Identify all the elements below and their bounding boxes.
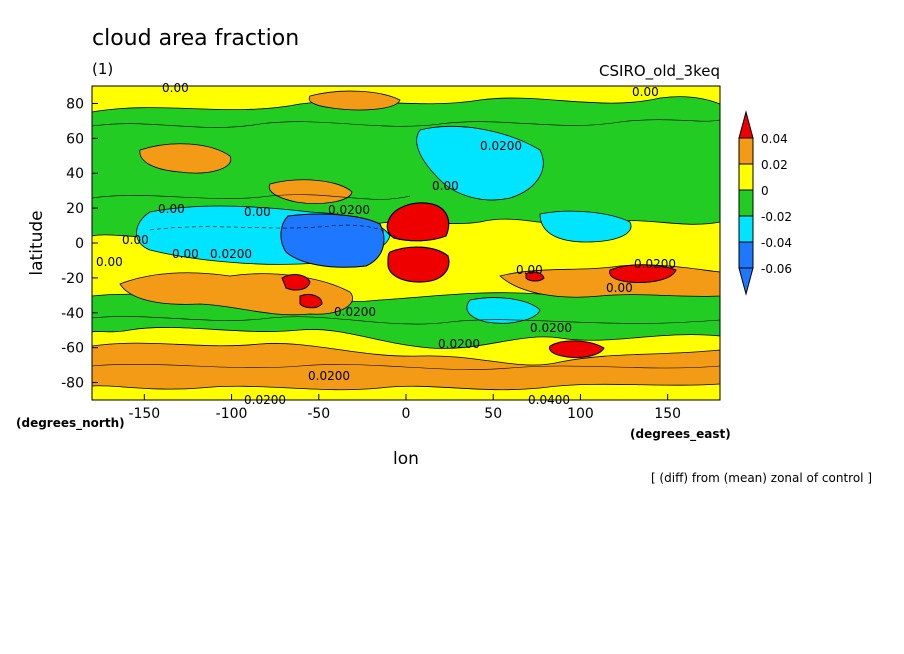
y-tick-label: 60 xyxy=(66,131,84,147)
contour-line-3 xyxy=(92,316,720,325)
y-tick-label: -60 xyxy=(61,341,84,357)
x-axis-ticks: -150 -100 -50 0 50 100 150 xyxy=(128,394,681,422)
contour-label: 0.00 xyxy=(632,85,659,99)
region-red-southwest xyxy=(281,274,311,291)
region-orange-north-1 xyxy=(139,143,232,174)
region-red-small xyxy=(525,271,545,282)
contour-label: 0.0200 xyxy=(438,337,480,351)
contour-label: 0.00 xyxy=(432,179,459,193)
contour-label: 0.0200 xyxy=(244,393,286,407)
chart-subtitle: (1) xyxy=(92,60,113,78)
contour-label: 0.0200 xyxy=(308,369,350,383)
contour-label: 0.0200 xyxy=(530,321,572,335)
y-axis-ticks: 80 60 40 20 0 -20 -40 -60 -80 xyxy=(61,96,98,392)
y-tick-label: 80 xyxy=(66,96,84,112)
chart-title: cloud area fraction xyxy=(92,26,299,51)
y-tick-label: -20 xyxy=(61,271,84,287)
contour-label: 0.00 xyxy=(606,281,633,295)
contour-line-2 xyxy=(92,194,411,200)
colorbar-label: 0 xyxy=(761,184,769,198)
contour-label: 0.0200 xyxy=(334,305,376,319)
y-axis-label: latitude xyxy=(27,210,47,275)
colorbar-label: -0.06 xyxy=(761,262,792,276)
colorbar-label: 0.02 xyxy=(761,158,788,172)
region-red-north-center xyxy=(386,202,450,242)
y-tick-label: -40 xyxy=(61,306,84,322)
contour-label: 0.00 xyxy=(244,205,271,219)
contour-label: 0.0200 xyxy=(328,203,370,217)
contour-labels: 0.00 0.00 0.00 0.00 0.00 0.00 0.00 0.00 0.00 0.00… xyxy=(96,81,676,407)
y-tick-label: -80 xyxy=(61,376,84,392)
contour-label: 0.0200 xyxy=(634,257,676,271)
colorbar-label: 0.04 xyxy=(761,132,788,146)
y-tick-label: 40 xyxy=(66,166,84,182)
region-red-east xyxy=(609,264,677,283)
region-orange-south xyxy=(92,342,720,391)
x-tick-label: 100 xyxy=(567,406,594,422)
x-tick-label: -100 xyxy=(216,406,248,422)
colorbar-band xyxy=(738,215,754,243)
region-cyan-north xyxy=(416,125,544,201)
colorbar-label: -0.02 xyxy=(761,210,792,224)
plot-area xyxy=(92,86,720,400)
contour-line-1 xyxy=(92,119,720,128)
model-label: CSIRO_old_3keq xyxy=(599,62,720,81)
contour-label: 0.0200 xyxy=(480,139,522,153)
contour-line-5 xyxy=(92,363,720,370)
x-axis-label: lon xyxy=(393,449,419,469)
x-tick-label: 50 xyxy=(484,406,502,422)
contour-label: 0.00 xyxy=(158,202,185,216)
colorbar-overflow-bottom xyxy=(738,267,754,296)
footer-note: [ (diff) from (mean) zonal of control ] xyxy=(651,471,872,485)
colorbar-label: -0.04 xyxy=(761,236,792,250)
x-tick-label: 0 xyxy=(402,406,411,422)
colorbar-overflow-top xyxy=(738,110,754,139)
x-tick-label: -50 xyxy=(307,406,330,422)
region-red-far-south xyxy=(549,340,605,359)
colorbar-band xyxy=(738,241,754,269)
region-orange-north-3 xyxy=(308,90,401,111)
region-cyan-east xyxy=(539,210,632,243)
x-axis-units: (degrees_east) xyxy=(630,427,731,442)
contour-label: 0.0200 xyxy=(210,247,252,261)
contour-label: 0.00 xyxy=(516,263,543,277)
colorbar: 0.04 0.02 0 -0.02 -0.04 -0.06 xyxy=(738,110,792,296)
x-tick-label: 150 xyxy=(654,406,681,422)
contour-label: 0.00 xyxy=(122,233,149,247)
contour-label: 0.00 xyxy=(172,247,199,261)
x-tick-label: -150 xyxy=(128,406,160,422)
colorbar-band xyxy=(738,189,754,217)
colorbar-band xyxy=(738,137,754,165)
contour-label: 0.0400 xyxy=(528,393,570,407)
contour-label: 0.00 xyxy=(162,81,189,95)
y-tick-label: 20 xyxy=(66,201,84,217)
contour-label: 0.00 xyxy=(96,255,123,269)
y-tick-label: 0 xyxy=(75,236,84,252)
y-axis-units: (degrees_north) xyxy=(16,416,125,431)
contour-line-4 xyxy=(149,224,401,241)
region-red-south-center xyxy=(387,246,450,283)
colorbar-band xyxy=(738,163,754,191)
region-red-southwest-2 xyxy=(299,293,323,309)
